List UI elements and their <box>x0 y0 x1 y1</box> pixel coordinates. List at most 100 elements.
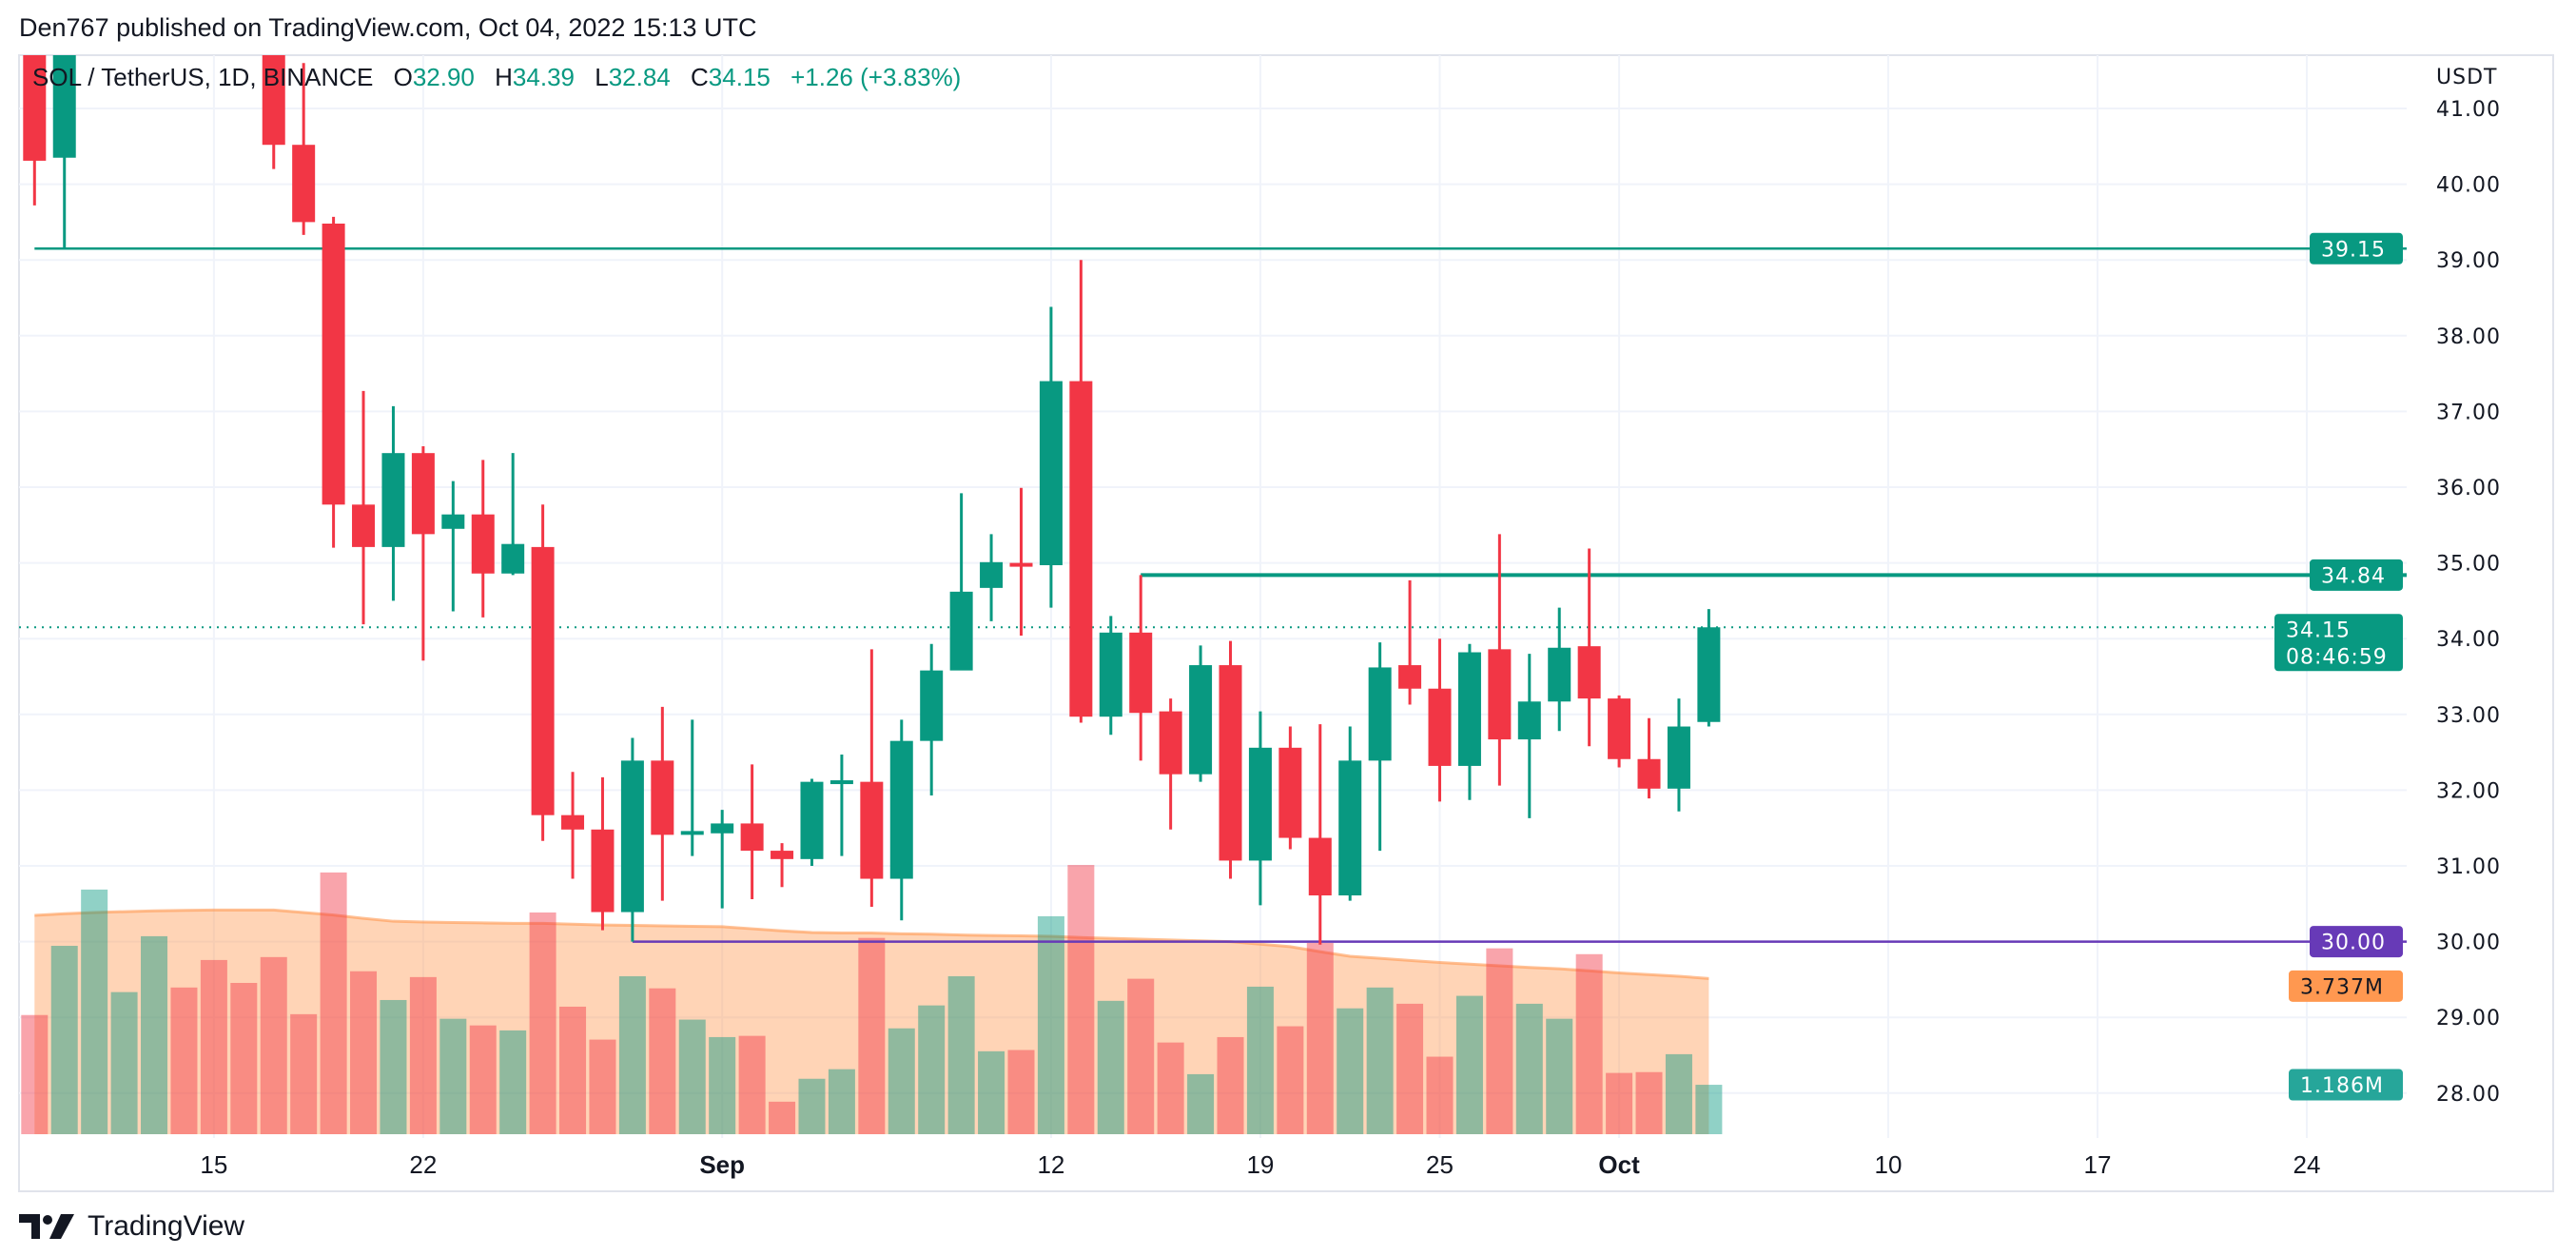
candle[interactable] <box>1248 711 1272 906</box>
candle[interactable] <box>322 216 345 548</box>
candle[interactable] <box>1009 487 1033 637</box>
candle[interactable] <box>860 649 884 907</box>
price-tick-label: 29.00 <box>2436 1007 2501 1030</box>
volume-bar <box>469 1025 497 1134</box>
price-axis[interactable]: USDT 28.00 29.00 30.00 31.00 32.00 33.00 34.00… <box>2436 66 2501 1107</box>
candle[interactable] <box>411 446 435 661</box>
candle[interactable] <box>262 0 285 169</box>
candle-body <box>262 55 285 146</box>
candle[interactable] <box>1338 726 1362 901</box>
candle-body <box>1009 562 1033 567</box>
candle[interactable] <box>771 843 794 888</box>
price-tick-label: 36.00 <box>2436 477 2501 500</box>
candle-body <box>920 670 944 741</box>
candle[interactable] <box>591 776 615 931</box>
volume-bar <box>738 1035 766 1134</box>
publish-info: Den767 published on TradingView.com, Oct… <box>19 13 757 42</box>
candle-body <box>411 453 435 535</box>
candle-body <box>52 55 76 158</box>
candle-body <box>1099 632 1122 717</box>
candle[interactable] <box>471 460 495 618</box>
candle-body <box>1069 381 1093 717</box>
candle[interactable] <box>1488 534 1512 786</box>
volume-bar <box>200 959 227 1134</box>
candle-body <box>1129 632 1153 714</box>
price-tag-label: 34.84 <box>2321 564 2386 588</box>
volume-bar <box>439 1018 467 1134</box>
candle-body <box>620 760 644 913</box>
candle[interactable] <box>381 405 405 601</box>
volume-bar <box>1037 915 1064 1134</box>
candle[interactable] <box>1219 640 1242 879</box>
candle[interactable] <box>1457 643 1481 800</box>
price-tag <box>2310 232 2403 265</box>
price-tick-label: 39.00 <box>2436 249 2501 273</box>
candle[interactable] <box>1278 726 1302 850</box>
candle[interactable] <box>23 0 47 206</box>
candle[interactable] <box>1308 724 1332 945</box>
candle[interactable] <box>1667 698 1690 812</box>
candle[interactable] <box>352 390 376 625</box>
volume-bar <box>1546 1018 1573 1134</box>
candle[interactable] <box>980 534 1004 621</box>
candle[interactable] <box>441 481 465 612</box>
candle[interactable] <box>1608 695 1631 768</box>
candle-body <box>1457 652 1481 766</box>
volume-bar <box>409 976 437 1134</box>
candle[interactable] <box>800 778 824 866</box>
volume-layer <box>21 865 1723 1134</box>
volume-bar <box>350 971 378 1134</box>
candle[interactable] <box>1368 642 1392 852</box>
candle[interactable] <box>501 453 525 576</box>
price-tags: 39.15 34.84 30.00 34.15 08:46:59 3.737M 1.186M <box>2274 232 2403 1101</box>
time-axis[interactable]: 15 22 Sep 12 19 25 Oct 10 17 24 <box>200 1150 2320 1179</box>
candle[interactable] <box>1637 717 1661 799</box>
volume-bar <box>1217 1036 1244 1134</box>
candle[interactable] <box>1577 548 1601 747</box>
candle[interactable] <box>740 764 764 900</box>
candle[interactable] <box>52 0 76 249</box>
candle[interactable] <box>1159 698 1182 830</box>
candle[interactable] <box>920 643 944 795</box>
currency-label: USDT <box>2436 66 2497 89</box>
volume-bar <box>798 1078 826 1134</box>
candle[interactable] <box>1039 306 1063 608</box>
candle-body <box>531 546 555 815</box>
candle[interactable] <box>829 754 853 856</box>
candle[interactable] <box>889 719 913 921</box>
candle-body <box>1189 665 1213 775</box>
candle[interactable] <box>1517 654 1541 818</box>
volume-bar <box>529 912 556 1134</box>
candle[interactable] <box>1129 575 1153 761</box>
candle[interactable] <box>561 772 585 879</box>
candle[interactable] <box>949 493 973 671</box>
date-tick-label: Sep <box>699 1150 745 1179</box>
symbol-name[interactable]: SOL / TetherUS, 1D, BINANCE <box>32 63 374 91</box>
volume-bar <box>589 1039 616 1134</box>
candle[interactable] <box>1428 638 1452 802</box>
symbol-legend: SOL / TetherUS, 1D, BINANCE O32.90 H34.3… <box>32 63 961 92</box>
candle[interactable] <box>1099 616 1122 736</box>
candle[interactable] <box>651 706 674 901</box>
tradingview-logo[interactable]: TradingView <box>19 1210 244 1243</box>
volume-bar <box>1486 948 1513 1134</box>
candle-body <box>352 504 376 547</box>
volume-bar <box>1455 995 1483 1134</box>
price-tick-label: 38.00 <box>2436 325 2501 349</box>
candle[interactable] <box>620 737 644 942</box>
candle[interactable] <box>531 504 555 841</box>
candle[interactable] <box>680 719 704 856</box>
volume-bar <box>1187 1073 1215 1134</box>
candle[interactable] <box>1189 645 1213 782</box>
candle[interactable] <box>292 63 316 235</box>
candle[interactable] <box>711 810 734 909</box>
price-tag-label: 30.00 <box>2321 932 2386 955</box>
candle[interactable] <box>1697 609 1721 727</box>
candle-body <box>860 781 884 879</box>
volume-bar <box>110 991 138 1134</box>
candle[interactable] <box>1069 260 1093 723</box>
candle[interactable] <box>1398 579 1422 705</box>
price-tag-label: 39.15 <box>2321 238 2386 262</box>
candle[interactable] <box>1548 607 1571 732</box>
